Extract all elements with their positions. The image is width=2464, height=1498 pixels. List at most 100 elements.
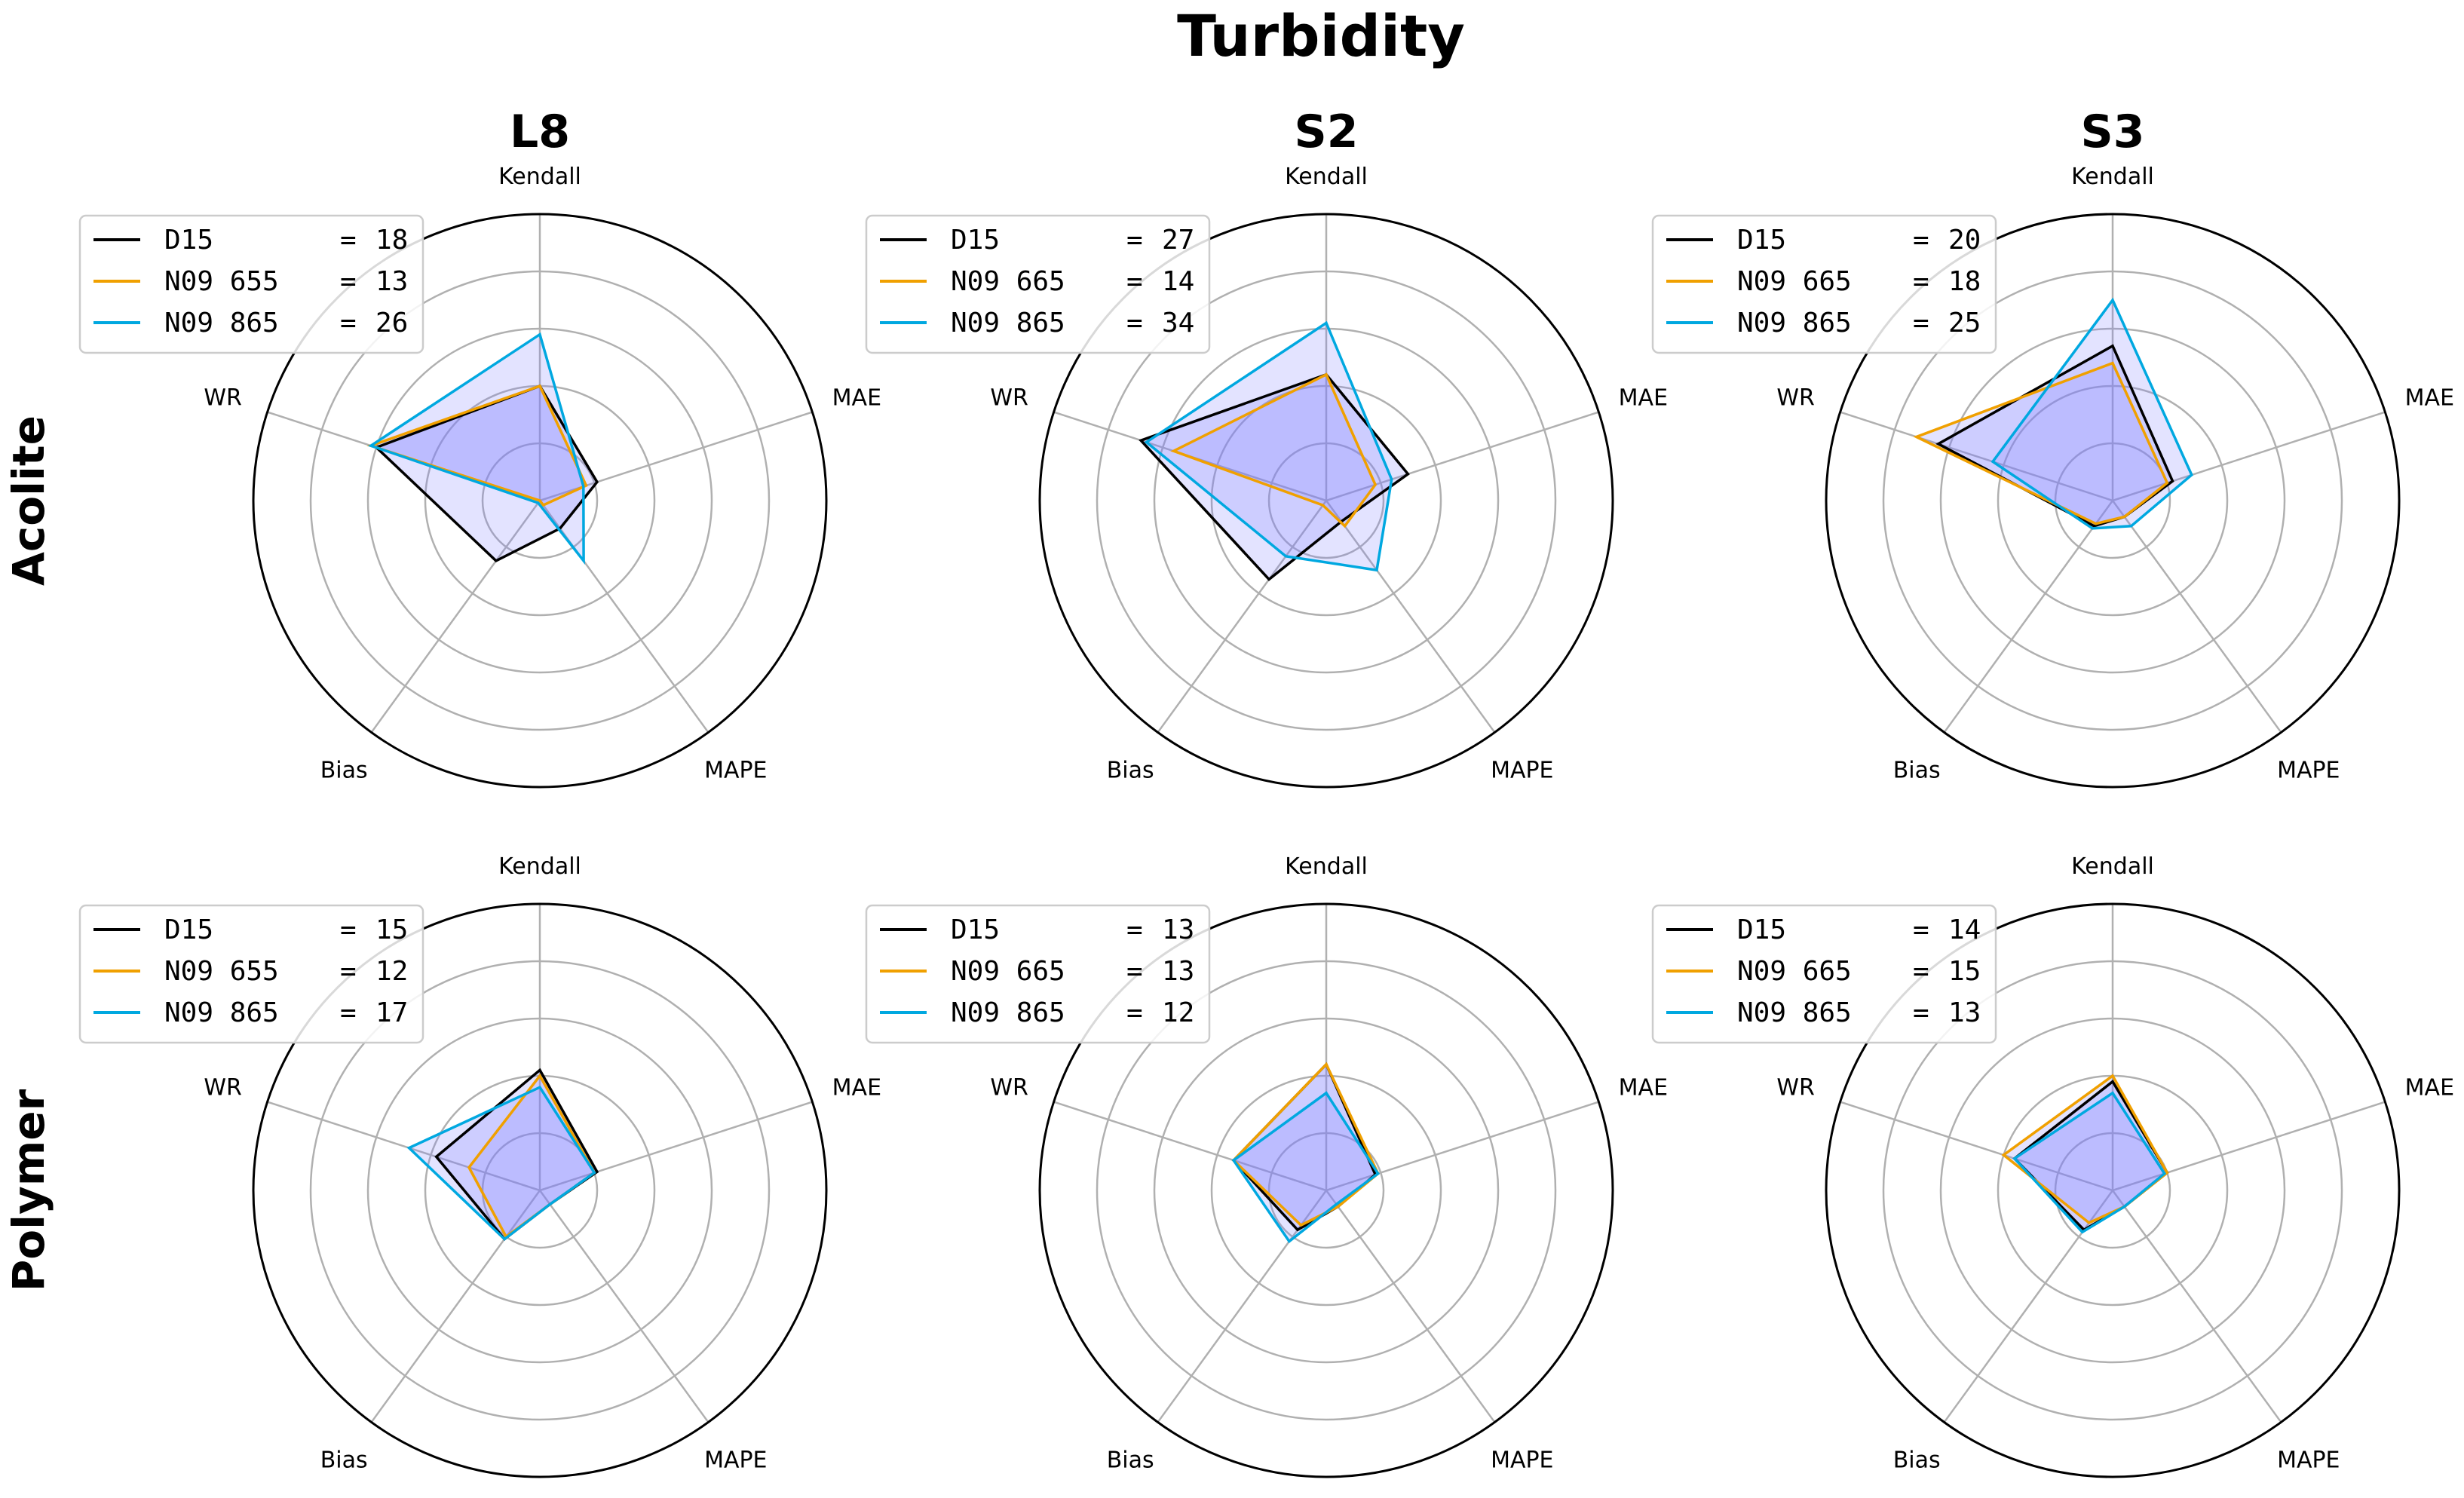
axis-label-mae: MAE xyxy=(1619,384,1668,411)
axis-label-bias: Bias xyxy=(1107,758,1154,784)
series-line-n09-865 xyxy=(1991,297,2193,530)
axis-label-wr: WR xyxy=(990,384,1028,411)
axis-label-kendall: Kendall xyxy=(1285,853,1368,880)
column-title-s3: S3 xyxy=(2081,106,2145,158)
series-fill-d15 xyxy=(1938,345,2173,526)
legend-score: 15 xyxy=(1948,956,1981,987)
radar-panel-polymer-s2: Kendall MAE MAPE Bias WR D15 = 13 N09 665 = 13 N09 … xyxy=(865,853,1668,1478)
series-fill-n09-865 xyxy=(2014,1092,2165,1233)
axis-label-kendall: Kendall xyxy=(498,853,581,880)
spoke-wr xyxy=(1840,411,2113,502)
axis-label-kendall: Kendall xyxy=(498,164,581,190)
spoke-bias xyxy=(370,500,541,734)
axis-label-wr: WR xyxy=(204,1074,242,1101)
spoke-mape xyxy=(538,1190,709,1423)
legend: D15 = 18 N09 655 = 13 N09 865 = 26 xyxy=(78,214,424,354)
axis-label-bias: Bias xyxy=(320,758,368,784)
legend-score: 13 xyxy=(1162,914,1194,945)
axis-label-wr: WR xyxy=(990,1074,1028,1101)
axis-label-bias: Bias xyxy=(1893,758,1941,784)
axis-label-mape: MAPE xyxy=(1491,1447,1553,1474)
polar-frame xyxy=(1038,213,1614,789)
axis-label-bias: Bias xyxy=(1107,1447,1154,1474)
legend-box xyxy=(78,214,424,354)
series-fill-n09-665 xyxy=(1173,374,1376,526)
spoke-mape xyxy=(2111,1190,2282,1423)
axis-label-mae: MAE xyxy=(832,384,881,411)
spoke-mae xyxy=(1325,411,1599,502)
legend-equals: = xyxy=(340,914,357,945)
legend-label: N09 865 xyxy=(951,308,1065,339)
legend-label: N09 865 xyxy=(951,997,1065,1028)
legend-score: 13 xyxy=(375,266,408,297)
legend-score: 14 xyxy=(1948,914,1981,945)
spoke-mape xyxy=(1325,500,1496,734)
legend-label: N09 865 xyxy=(164,997,279,1028)
legend-score: 34 xyxy=(1162,308,1194,339)
legend-equals: = xyxy=(1913,997,1929,1028)
series-line-n09-865 xyxy=(1144,320,1393,572)
spoke-bias xyxy=(1943,500,2114,734)
column-title-l8: L8 xyxy=(510,106,570,158)
legend-equals: = xyxy=(1126,308,1143,339)
legend-equals: = xyxy=(1126,266,1143,297)
polar-frame xyxy=(1825,902,2401,1478)
series-fill-n09-665 xyxy=(1916,363,2168,524)
legend-equals: = xyxy=(1126,956,1143,987)
legend-label: N09 665 xyxy=(951,956,1065,987)
series-line-n09-665 xyxy=(1170,372,1378,528)
series-fill-n09-655 xyxy=(469,1076,595,1237)
axis-label-kendall: Kendall xyxy=(1285,164,1368,190)
legend-equals: = xyxy=(340,308,357,339)
axis-label-mae: MAE xyxy=(2405,1074,2454,1101)
legend-label: N09 665 xyxy=(1737,266,1852,297)
legend-score: 20 xyxy=(1948,225,1981,256)
legend-equals: = xyxy=(1913,308,1929,339)
axis-label-wr: WR xyxy=(1776,384,1815,411)
series-line-n09-865 xyxy=(406,1085,596,1241)
legend-equals: = xyxy=(340,956,357,987)
radar-panel-acolite-s2: Kendall MAE MAPE Bias WR D15 = 27 N09 665 = 14 N09 … xyxy=(865,164,1668,789)
legend-box xyxy=(78,904,424,1044)
legend-equals: = xyxy=(1126,914,1143,945)
radar-panel-polymer-l8: Kendall MAE MAPE Bias WR D15 = 15 N09 655 = 12 N09 … xyxy=(78,853,881,1478)
spoke-mae xyxy=(2112,1101,2386,1192)
legend-label: N09 865 xyxy=(1737,308,1852,339)
legend-box xyxy=(1651,904,1997,1044)
legend-box xyxy=(1651,214,1997,354)
legend-label: D15 xyxy=(1737,225,1786,256)
series-fill-n09-865 xyxy=(1234,1092,1378,1242)
legend-score: 14 xyxy=(1162,266,1194,297)
legend-label: D15 xyxy=(164,225,213,256)
legend: D15 = 13 N09 665 = 13 N09 865 = 12 xyxy=(865,904,1211,1044)
polar-frame xyxy=(1038,902,1614,1478)
legend-label: D15 xyxy=(164,914,213,945)
axis-label-mae: MAE xyxy=(2405,384,2454,411)
legend-score: 13 xyxy=(1162,956,1194,987)
series-line-n09-865 xyxy=(2012,1091,2167,1234)
legend-score: 12 xyxy=(375,956,408,987)
spoke-mape xyxy=(1325,1190,1496,1423)
radar-panel-acolite-s3: Kendall MAE MAPE Bias WR D15 = 20 N09 665 = 18 N09 … xyxy=(1651,164,2454,789)
polar-frame xyxy=(252,902,828,1478)
series-fill-d15 xyxy=(1141,374,1408,580)
legend-score: 17 xyxy=(375,997,408,1028)
axis-label-bias: Bias xyxy=(1893,1447,1941,1474)
spoke-wr xyxy=(1840,1101,2113,1192)
series-fill-n09-865 xyxy=(409,1087,595,1239)
axis-label-bias: Bias xyxy=(320,1447,368,1474)
legend-equals: = xyxy=(340,266,357,297)
series-fill-n09-865 xyxy=(1993,300,2192,528)
radar-panel-acolite-l8: Kendall MAE MAPE Bias WR D15 = 18 N09 655 = 13 N09 … xyxy=(78,164,881,789)
legend-equals: = xyxy=(1913,956,1929,987)
legend-label: D15 xyxy=(951,914,1000,945)
series-fill-d15 xyxy=(376,386,597,561)
legend-equals: = xyxy=(1126,225,1143,256)
axis-label-mae: MAE xyxy=(1619,1074,1668,1101)
legend-equals: = xyxy=(1126,997,1143,1028)
legend-box xyxy=(865,904,1211,1044)
spoke-bias xyxy=(1157,500,1328,734)
legend-equals: = xyxy=(1913,225,1929,256)
axis-label-kendall: Kendall xyxy=(2071,164,2154,190)
